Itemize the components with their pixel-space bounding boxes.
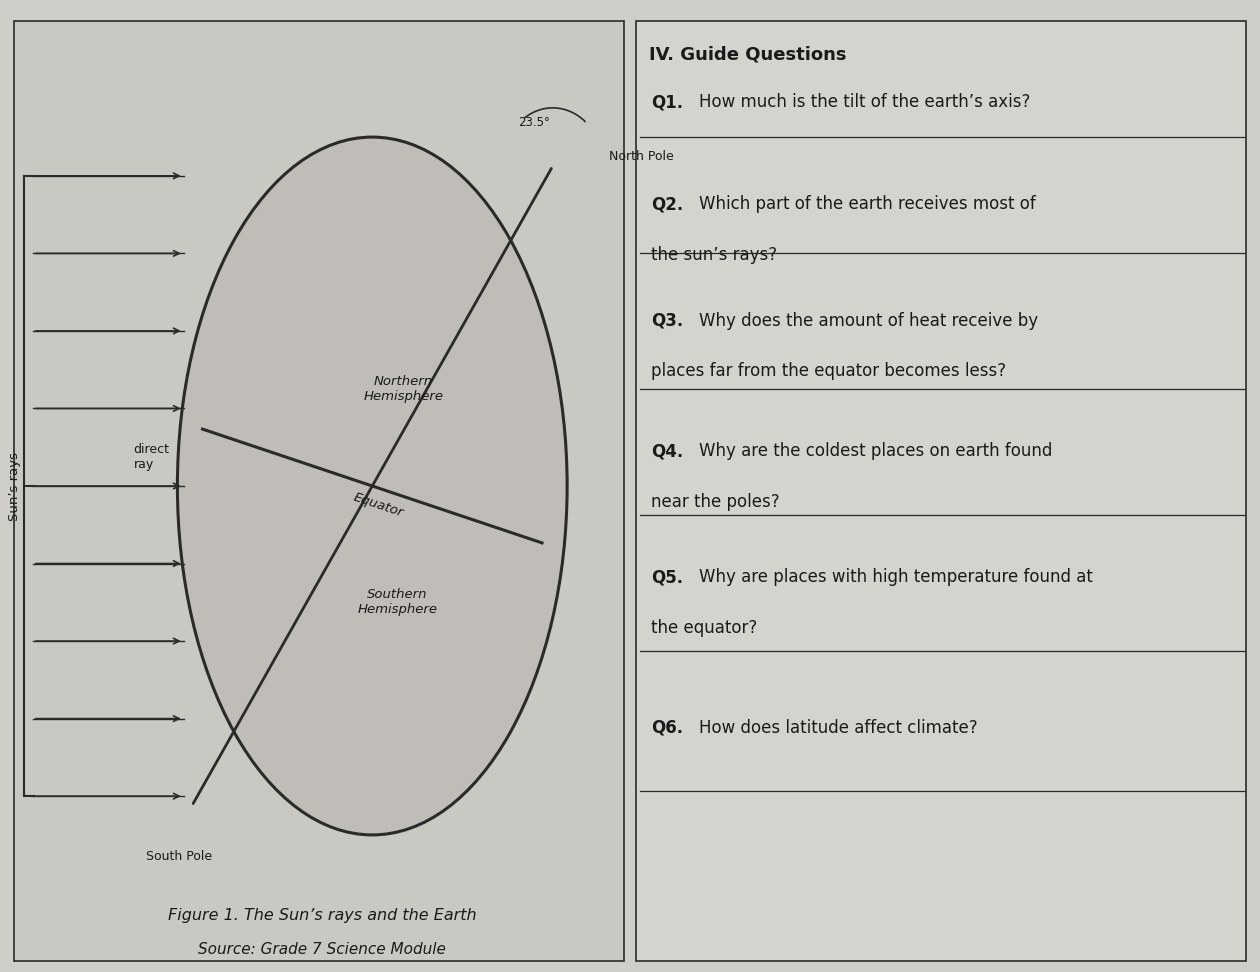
Text: the sun’s rays?: the sun’s rays? — [651, 246, 777, 263]
Text: How much is the tilt of the earth’s axis?: How much is the tilt of the earth’s axis… — [699, 93, 1031, 112]
FancyBboxPatch shape — [636, 20, 1246, 961]
Text: Q6.: Q6. — [651, 718, 683, 737]
Text: Q2.: Q2. — [651, 195, 684, 213]
Ellipse shape — [178, 137, 567, 835]
Text: direct
ray: direct ray — [134, 443, 169, 471]
Text: Sun’s rays: Sun’s rays — [8, 452, 20, 520]
Text: Equator: Equator — [352, 491, 406, 520]
Text: North Pole: North Pole — [610, 150, 674, 163]
Text: near the poles?: near the poles? — [651, 493, 780, 510]
Text: Source: Grade 7 Science Module: Source: Grade 7 Science Module — [198, 942, 446, 956]
Text: Q5.: Q5. — [651, 569, 683, 586]
Text: How does latitude affect climate?: How does latitude affect climate? — [699, 718, 978, 737]
Text: Southern
Hemisphere: Southern Hemisphere — [358, 588, 437, 616]
Text: South Pole: South Pole — [146, 850, 212, 862]
Text: Q1.: Q1. — [651, 93, 683, 112]
Text: Northern
Hemisphere: Northern Hemisphere — [364, 375, 444, 403]
Text: Q4.: Q4. — [651, 442, 684, 461]
Text: places far from the equator becomes less?: places far from the equator becomes less… — [651, 362, 1007, 380]
Text: Q3.: Q3. — [651, 312, 684, 330]
Text: Why does the amount of heat receive by: Why does the amount of heat receive by — [699, 312, 1038, 330]
Text: the equator?: the equator? — [651, 619, 757, 637]
Text: Figure 1. The Sun’s rays and the Earth: Figure 1. The Sun’s rays and the Earth — [168, 908, 476, 922]
FancyBboxPatch shape — [14, 20, 624, 961]
Text: 23.5°: 23.5° — [518, 117, 549, 129]
Text: Which part of the earth receives most of: Which part of the earth receives most of — [699, 195, 1036, 213]
Text: IV. Guide Questions: IV. Guide Questions — [649, 45, 847, 63]
Text: Why are places with high temperature found at: Why are places with high temperature fou… — [699, 569, 1092, 586]
Text: Why are the coldest places on earth found: Why are the coldest places on earth foun… — [699, 442, 1052, 461]
